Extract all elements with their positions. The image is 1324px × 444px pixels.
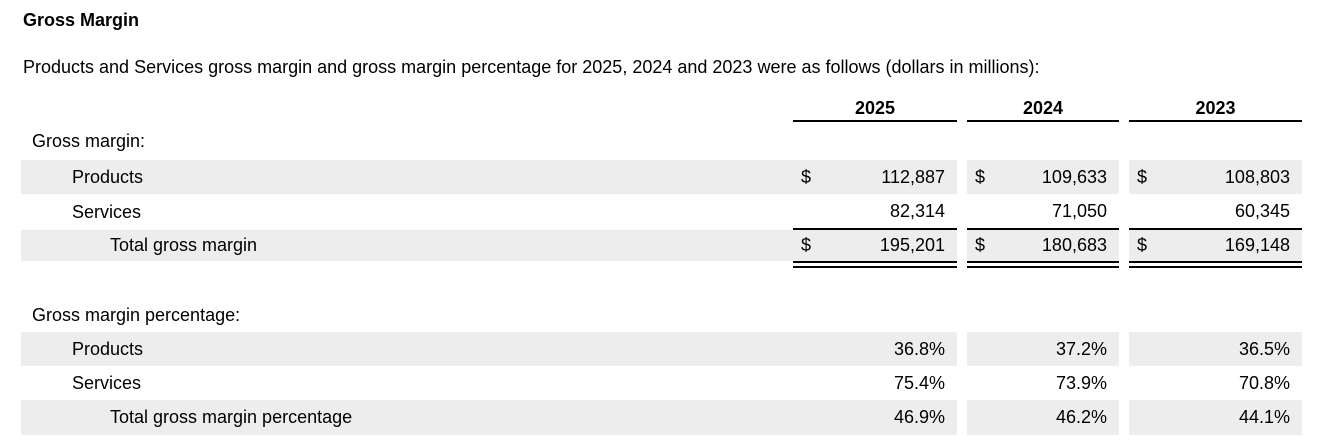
year-column-header: 2024 <box>967 96 1119 122</box>
document: Gross Margin Products and Services gross… <box>21 10 1302 435</box>
value-cell: 109,633 <box>1041 166 1107 187</box>
intro-paragraph: Products and Services gross margin and g… <box>23 57 1040 77</box>
currency-symbol: $ <box>975 235 986 255</box>
value-cell: 44.1% <box>1238 407 1290 427</box>
section-gap <box>21 268 1302 298</box>
section-heading: Gross margin: <box>32 130 146 151</box>
year-column-header: 2023 <box>1129 96 1302 122</box>
value-cell: 195,201 <box>879 235 945 255</box>
currency-symbol: $ <box>975 166 986 187</box>
column-spacer <box>957 194 967 230</box>
column-spacer <box>1119 160 1129 194</box>
column-spacer <box>1119 96 1129 122</box>
value-cell: 37.2% <box>1055 338 1107 359</box>
section-heading: Gross margin percentage: <box>32 304 241 325</box>
table-row: Services 75.4% 73.9% 70.8% <box>21 366 1302 400</box>
double-rule-row <box>21 261 1302 268</box>
column-spacer <box>1119 194 1129 230</box>
value-cell: 73.9% <box>1055 372 1107 393</box>
currency-symbol: $ <box>1137 235 1148 255</box>
section-heading-row: Gross margin percentage: <box>21 298 1302 332</box>
column-spacer <box>1119 230 1129 261</box>
column-spacer <box>957 122 967 160</box>
column-spacer <box>957 160 967 194</box>
header-label-spacer <box>21 96 793 122</box>
section-title: Gross Margin <box>23 10 140 30</box>
row-label: Services <box>72 372 142 393</box>
column-spacer <box>1119 366 1129 400</box>
row-label: Total gross margin <box>21 230 793 261</box>
column-spacer <box>1119 400 1129 435</box>
value-cell: 70.8% <box>1238 372 1290 393</box>
value-cell: 60,345 <box>1234 200 1290 221</box>
table-total-row: Total gross margin $ 195,201 $ 180,683 $… <box>21 230 1302 261</box>
double-rule <box>793 261 957 268</box>
row-label: Services <box>72 201 142 222</box>
column-spacer <box>957 298 967 332</box>
value-cell: 108,803 <box>1224 166 1290 187</box>
value-cell: 112,887 <box>881 166 945 187</box>
value-cell: 82,314 <box>889 200 945 221</box>
table-total-row: Total gross margin percentage 46.9% 46.2… <box>21 400 1302 435</box>
currency-symbol: $ <box>801 235 812 255</box>
column-spacer <box>957 96 967 122</box>
double-rule <box>967 261 1119 268</box>
double-rule <box>1129 261 1302 268</box>
section-heading-row: Gross margin: <box>21 122 1302 160</box>
currency-symbol: $ <box>801 166 812 187</box>
value-cell: 46.9% <box>893 407 945 427</box>
value-cell: 71,050 <box>1051 200 1107 221</box>
column-spacer <box>1119 332 1129 366</box>
column-spacer <box>957 332 967 366</box>
row-label: Total gross margin percentage <box>21 400 793 435</box>
currency-symbol: $ <box>1137 166 1148 187</box>
table-row: Products $ 112,887 $ 109,633 $ 108,803 <box>21 160 1302 194</box>
table-row: Services 82,314 71,050 60,345 <box>21 194 1302 230</box>
column-spacer <box>957 366 967 400</box>
column-spacer <box>957 261 967 268</box>
gross-margin-table: 2025 2024 2023 Gross margin: Products $ … <box>21 96 1302 435</box>
value-cell: 36.5% <box>1238 338 1290 359</box>
column-spacer <box>957 400 967 435</box>
row-label: Products <box>21 332 793 366</box>
column-spacer <box>1119 298 1129 332</box>
table-row: Products 36.8% 37.2% 36.5% <box>21 332 1302 366</box>
row-label: Products <box>21 160 793 194</box>
value-cell: 169,148 <box>1224 235 1290 255</box>
column-spacer <box>1119 261 1129 268</box>
table-header-row: 2025 2024 2023 <box>21 96 1302 122</box>
value-cell: 36.8% <box>893 338 945 359</box>
column-spacer <box>957 230 967 261</box>
value-cell: 75.4% <box>893 372 945 393</box>
year-column-header: 2025 <box>793 96 957 122</box>
value-cell: 46.2% <box>1055 407 1107 427</box>
value-cell: 180,683 <box>1041 235 1107 255</box>
column-spacer <box>1119 122 1129 160</box>
